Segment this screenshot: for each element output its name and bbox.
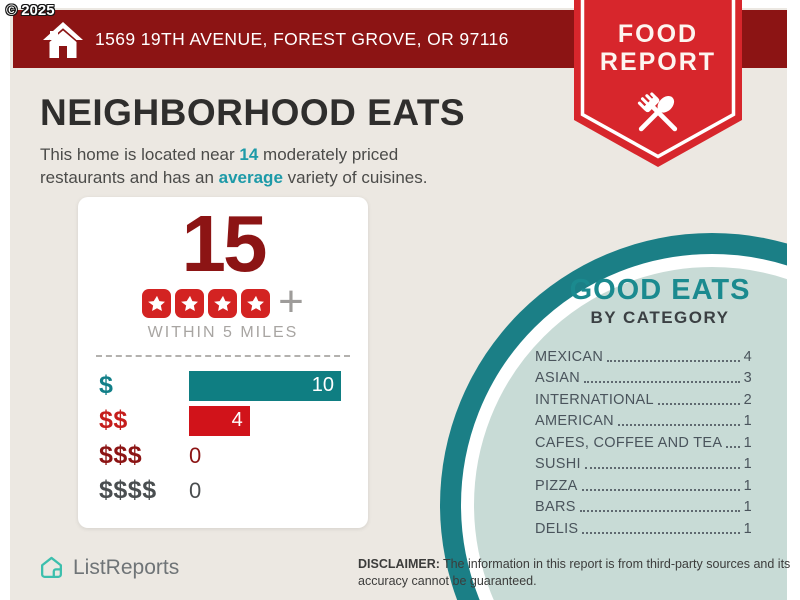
category-count: 4 bbox=[743, 348, 752, 365]
rating-stars bbox=[142, 289, 271, 319]
category-item: CAFES, COFFEE AND TEA 1 bbox=[535, 429, 752, 451]
price-tier-label: $ bbox=[99, 371, 114, 400]
bar-value-zero: 0 bbox=[189, 477, 202, 503]
category-item: ASIAN 3 bbox=[535, 365, 752, 386]
category-count: 1 bbox=[743, 477, 752, 494]
category-label: DELIS bbox=[535, 520, 579, 537]
intro-mid: moderately priced restaurants and has an bbox=[40, 145, 399, 187]
circle-clip-region bbox=[10, 8, 787, 600]
dotted-leader bbox=[657, 402, 740, 405]
category-item: DELIS 1 bbox=[535, 515, 752, 537]
price-chart-rows: $10 $$ 4 $$$ 0 $$$$ 0 bbox=[78, 357, 368, 508]
category-item: INTERNATIONAL 2 bbox=[535, 386, 752, 408]
bar-value-zero: 0 bbox=[189, 442, 202, 468]
bar-track: 0 bbox=[189, 476, 347, 506]
house-fold-icon bbox=[41, 556, 62, 578]
category-item: SUSHI 1 bbox=[535, 451, 752, 472]
category-count: 1 bbox=[743, 456, 752, 472]
price-row: $$ 4 bbox=[99, 403, 347, 438]
dotted-leader bbox=[617, 424, 740, 426]
badge-pennant-shape bbox=[574, 0, 742, 167]
property-address: 1569 19TH AVENUE, FOREST GROVE, OR 97116 bbox=[95, 29, 509, 49]
category-label: ASIAN bbox=[535, 370, 581, 386]
dotted-leader bbox=[726, 445, 740, 448]
category-item: BARS 1 bbox=[535, 494, 752, 515]
category-count: 1 bbox=[743, 499, 752, 515]
dotted-leader bbox=[579, 510, 740, 512]
dotted-leader bbox=[607, 359, 740, 362]
bar-value: 10 bbox=[311, 374, 334, 397]
restaurant-count: 14 bbox=[239, 145, 259, 164]
badge-title-line1: FOOD bbox=[617, 20, 699, 48]
good-eats-subtitle: BY CATEGORY bbox=[590, 308, 730, 327]
brand-name: ListReports bbox=[73, 555, 180, 579]
category-count: 3 bbox=[743, 370, 752, 386]
page-title: NEIGHBORHOOD EATS bbox=[40, 92, 466, 133]
category-count: 1 bbox=[743, 413, 752, 429]
star-icon bbox=[208, 289, 238, 319]
variety-highlight: average bbox=[218, 167, 283, 187]
star-icon bbox=[241, 289, 271, 319]
bar-segment: 4 bbox=[189, 405, 250, 436]
summary-card: 15 + WITHIN 5 MILES $10 $$ 4 $$$ 0 $$$$ 0 bbox=[78, 197, 368, 528]
price-row: $10 bbox=[99, 368, 347, 403]
category-item: AMERICAN 1 bbox=[535, 408, 752, 429]
badge-title: FOOD REPORT bbox=[570, 20, 746, 76]
category-label: BARS bbox=[535, 499, 576, 515]
good-eats-list: MEXICAN 4 ASIAN 3 INTERNATIONAL 2 AMERICAN 1 CAF… bbox=[535, 343, 752, 537]
bar-value: 4 bbox=[231, 409, 243, 432]
food-report-badge: FOOD REPORT bbox=[570, 0, 746, 170]
good-eats-panel: GOOD EATS BY CATEGORY MEXICAN 4 ASIAN 3 INTE… bbox=[510, 274, 800, 537]
category-count: 2 bbox=[743, 391, 752, 408]
category-count: 1 bbox=[743, 434, 752, 451]
category-label: CAFES, COFFEE AND TEA bbox=[535, 434, 723, 451]
category-label: MEXICAN bbox=[535, 348, 604, 365]
dotted-leader bbox=[582, 531, 740, 534]
intro-pre: This home is located near bbox=[40, 145, 240, 164]
total-restaurants: 15 bbox=[181, 199, 268, 288]
bar-track: 4 bbox=[189, 405, 347, 436]
price-tier-label: $$$$ bbox=[99, 476, 157, 505]
disclaimer-label: DISCLAIMER: bbox=[358, 557, 440, 571]
rating-row: + bbox=[78, 277, 368, 327]
category-item: PIZZA 1 bbox=[535, 472, 752, 494]
intro-text: This home is located near 14 moderately … bbox=[40, 144, 474, 189]
category-label: AMERICAN bbox=[535, 413, 614, 429]
category-item: MEXICAN 4 bbox=[535, 343, 752, 365]
dotted-leader bbox=[581, 488, 740, 491]
badge-title-line2: REPORT bbox=[599, 48, 717, 76]
disclaimer-text: DISCLAIMER: The information in this repor… bbox=[358, 556, 800, 589]
category-label: INTERNATIONAL bbox=[535, 391, 654, 408]
intro-post: variety of cuisines. bbox=[282, 167, 428, 187]
price-tier-label: $$$ bbox=[99, 441, 143, 470]
category-label: PIZZA bbox=[535, 477, 578, 494]
dotted-leader bbox=[584, 381, 740, 383]
copyright-watermark: © 2025 bbox=[6, 2, 55, 19]
price-row: $$$$ 0 bbox=[99, 473, 347, 508]
bar-track: 10 bbox=[189, 370, 347, 401]
bar-track: 0 bbox=[189, 441, 347, 471]
dotted-leader bbox=[584, 467, 740, 469]
good-eats-title: GOOD EATS bbox=[569, 274, 751, 306]
star-icon bbox=[175, 289, 205, 319]
plus-sign: + bbox=[278, 277, 304, 327]
price-tier-label: $$ bbox=[99, 406, 128, 435]
listreports-brand: ListReports bbox=[38, 554, 179, 581]
disclaimer-body: The information in this report is from t… bbox=[358, 557, 791, 588]
home-icon bbox=[43, 22, 83, 58]
dashed-divider bbox=[96, 355, 350, 358]
category-label: SUSHI bbox=[535, 456, 581, 472]
report-background: 1569 19TH AVENUE, FOREST GROVE, OR 97116… bbox=[10, 0, 790, 600]
price-row: $$$ 0 bbox=[99, 438, 347, 473]
crossed-spoon-fork-icon bbox=[637, 92, 678, 132]
star-icon bbox=[142, 289, 172, 319]
radius-caption: WITHIN 5 MILES bbox=[147, 324, 299, 342]
category-count: 1 bbox=[743, 520, 752, 537]
bar-segment: 10 bbox=[189, 370, 341, 401]
